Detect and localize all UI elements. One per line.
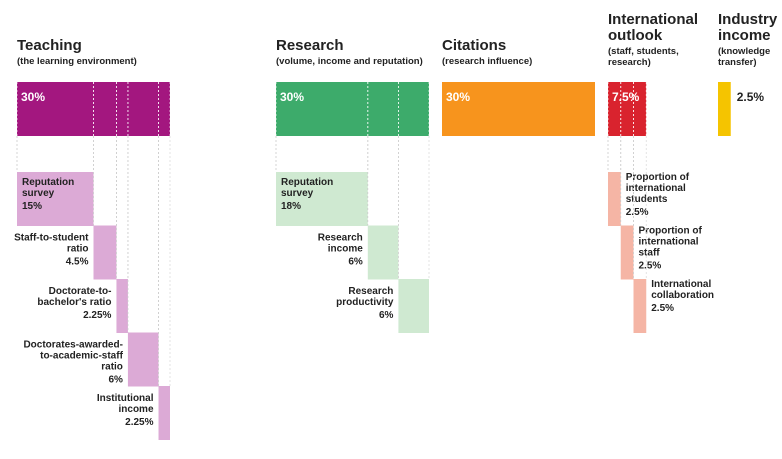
sub-label: ratio [101, 362, 123, 373]
sub-label: productivity [336, 297, 394, 308]
sub-bar [116, 279, 128, 333]
sub-label: international [639, 237, 699, 248]
sub-weight: 2.5% [651, 303, 674, 314]
sub-label: Proportion of [626, 172, 690, 183]
sub-weight: 6% [348, 257, 363, 268]
pillar-weight: 30% [280, 90, 304, 104]
pillar-bar [718, 82, 731, 136]
pillar-subtitle: research) [608, 57, 651, 68]
sub-bar [398, 279, 429, 333]
sub-label: survey [281, 188, 314, 199]
pillar-bar [608, 82, 647, 136]
pillar-bar [276, 82, 429, 136]
sub-bar [93, 225, 117, 280]
sub-weight: 15% [22, 201, 42, 212]
sub-label: Reputation [22, 177, 74, 188]
sub-label: students [626, 194, 668, 205]
pillar-title: outlook [608, 27, 663, 44]
pillar-subtitle: (research influence) [442, 56, 532, 67]
pillar-subtitle: (the learning environment) [17, 56, 137, 67]
sub-label: income [119, 404, 154, 415]
sub-bar [608, 172, 621, 226]
pillar-weight: 2.5% [737, 90, 765, 104]
pillar-title: Teaching [17, 37, 82, 54]
pillar-subtitle: (knowledge [718, 46, 770, 57]
sub-label: international [626, 183, 686, 194]
sub-label: survey [22, 188, 55, 199]
sub-label: to-academic-staff [40, 351, 123, 362]
sub-label: income [328, 244, 363, 255]
sub-weight: 2.25% [125, 417, 153, 428]
sub-bar [158, 386, 170, 440]
sub-label: Reputation [281, 177, 333, 188]
pillar-title: International [608, 11, 698, 28]
sub-label: Research [348, 286, 393, 297]
pillar-title: Citations [442, 37, 506, 54]
sub-weight: 4.5% [66, 257, 89, 268]
pillar-title: income [718, 27, 771, 44]
sub-bar [17, 172, 94, 226]
sub-label: Proportion of [639, 226, 703, 237]
pillar-weight: 7.5% [612, 90, 640, 104]
sub-weight: 2.25% [83, 310, 111, 321]
sub-weight: 6% [379, 310, 394, 321]
sub-label: staff [639, 248, 661, 259]
sub-label: International [651, 279, 711, 290]
sub-weight: 18% [281, 201, 301, 212]
pillar-subtitle: (volume, income and reputation) [276, 56, 423, 67]
sub-label: ratio [67, 244, 89, 255]
sub-bar [127, 332, 159, 387]
sub-label: collaboration [651, 290, 714, 301]
pillar-weight: 30% [21, 90, 45, 104]
pillar-subtitle: transfer) [718, 57, 757, 68]
sub-label: Institutional [97, 393, 154, 404]
sub-bar [367, 225, 399, 280]
pillar-bar [442, 82, 595, 136]
sub-weight: 2.5% [639, 261, 662, 272]
sub-label: bachelor's ratio [37, 297, 111, 308]
sub-bar [620, 225, 634, 280]
pillar-subtitle: (staff, students, [608, 46, 679, 57]
sub-weight: 2.5% [626, 207, 649, 218]
sub-label: Staff-to-student [14, 233, 89, 244]
sub-label: Research [318, 233, 363, 244]
pillar-weight: 30% [446, 90, 470, 104]
sub-weight: 6% [108, 375, 123, 386]
sub-label: Doctorate-to- [49, 286, 112, 297]
pillar-title: Industry [718, 11, 778, 28]
pillar-title: Research [276, 37, 344, 54]
sub-bar [633, 279, 647, 333]
sub-bar [276, 172, 368, 226]
sub-label: Doctorates-awarded- [23, 340, 122, 351]
